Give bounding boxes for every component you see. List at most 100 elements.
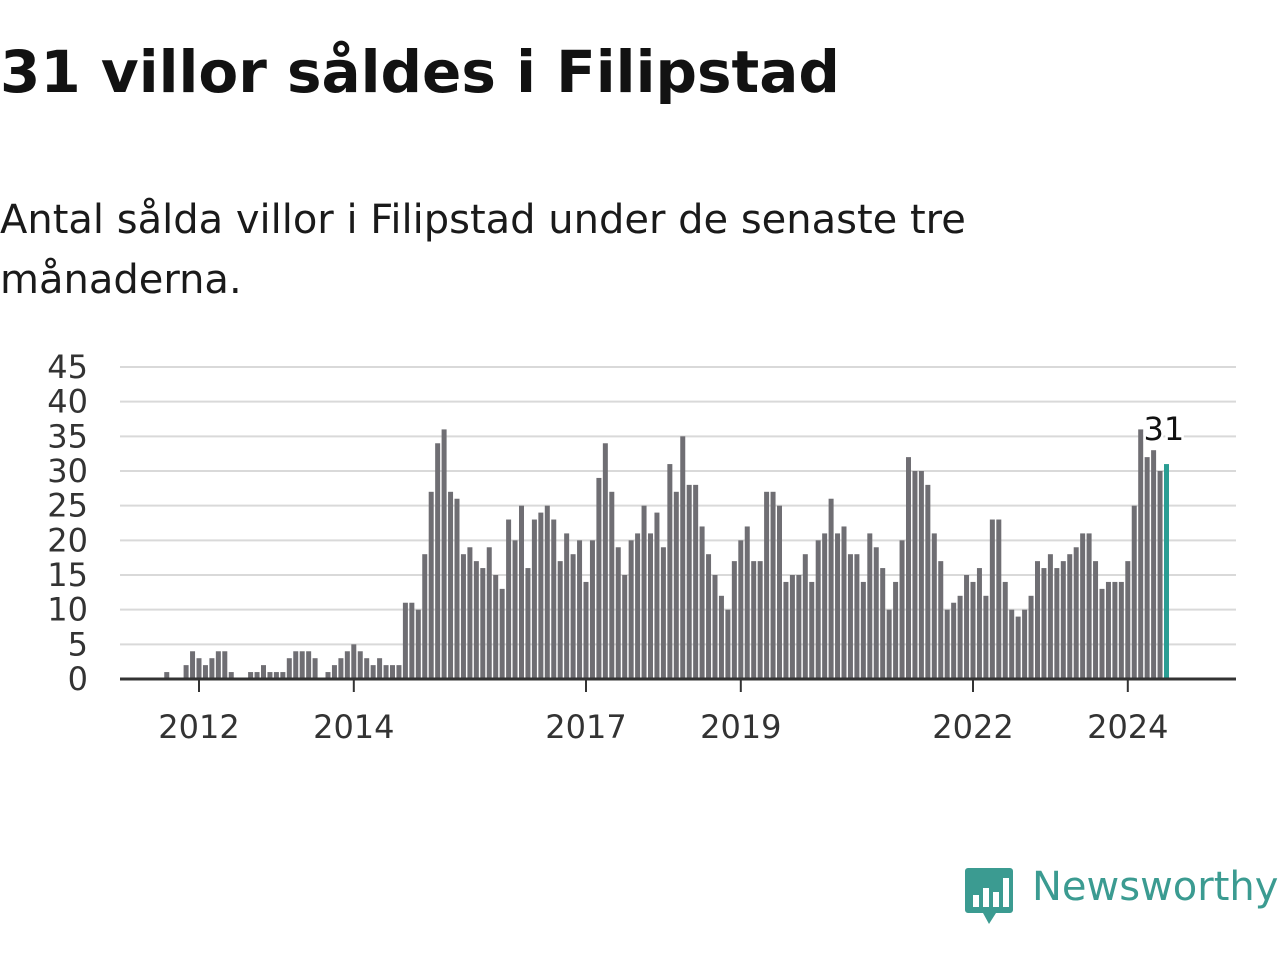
bar	[622, 575, 628, 679]
bar	[686, 484, 692, 679]
bar	[699, 526, 705, 679]
bar	[1060, 561, 1066, 679]
bar	[448, 491, 454, 679]
bar	[589, 540, 595, 679]
bar	[931, 533, 937, 679]
bar	[989, 519, 995, 679]
y-tick-label: 35	[47, 417, 88, 455]
bar	[506, 519, 512, 679]
bar	[938, 561, 944, 679]
bar	[667, 464, 673, 679]
bar	[512, 540, 518, 679]
bar	[751, 561, 757, 679]
x-tick-label: 2019	[700, 708, 781, 746]
chart-title: 31 villor såldes i Filipstad	[0, 38, 840, 106]
bar	[873, 547, 879, 679]
bar	[1002, 581, 1008, 679]
bar	[228, 672, 234, 679]
bar	[777, 505, 782, 679]
latest-value-label: 31	[1144, 410, 1185, 448]
bar	[957, 595, 963, 679]
bar	[383, 665, 389, 679]
bar	[880, 568, 886, 679]
bar	[525, 568, 531, 679]
bar	[467, 547, 473, 679]
bar	[473, 561, 479, 679]
bar	[280, 672, 286, 679]
bar	[331, 665, 337, 679]
bar	[1028, 595, 1034, 679]
bar	[577, 540, 583, 679]
bar	[202, 665, 208, 679]
bar	[964, 575, 970, 679]
bar	[944, 609, 950, 679]
bar	[428, 491, 434, 679]
bar	[596, 477, 602, 679]
bar	[293, 651, 299, 679]
bar	[815, 540, 821, 679]
y-tick-label: 10	[47, 591, 88, 629]
bar	[544, 505, 550, 679]
bar	[1151, 450, 1157, 679]
bar	[357, 651, 363, 679]
bar	[441, 429, 447, 679]
bar	[338, 658, 344, 679]
bar	[996, 519, 1002, 679]
bar	[1138, 429, 1144, 679]
bar	[222, 651, 228, 679]
bar	[828, 498, 834, 679]
highlight-bar	[1164, 464, 1169, 679]
bar	[712, 575, 718, 679]
bar	[738, 540, 744, 679]
bar	[718, 595, 724, 679]
bar	[422, 554, 428, 679]
bar	[499, 588, 505, 679]
bar	[1099, 588, 1105, 679]
bar	[1047, 554, 1053, 679]
bar	[538, 512, 544, 679]
bar	[951, 602, 957, 679]
y-tick-label: 45	[47, 348, 88, 386]
y-tick-label: 0	[68, 660, 88, 698]
bar	[628, 540, 634, 679]
bar	[351, 644, 357, 679]
bar	[396, 665, 402, 679]
bar	[693, 484, 699, 679]
bar	[731, 561, 737, 679]
bar	[1118, 581, 1124, 679]
bar	[164, 672, 170, 679]
bar	[190, 651, 196, 679]
bar	[1009, 609, 1015, 679]
bar	[918, 471, 924, 679]
bar	[583, 581, 589, 679]
bar	[551, 519, 557, 679]
bar	[976, 568, 982, 679]
bar	[248, 672, 254, 679]
x-tick-label: 2017	[545, 708, 626, 746]
bar	[615, 547, 621, 679]
bar	[854, 554, 860, 679]
bar	[370, 665, 376, 679]
bar	[1067, 554, 1073, 679]
bar	[1105, 581, 1111, 679]
bar	[660, 547, 666, 679]
bar	[822, 533, 828, 679]
bar	[867, 533, 873, 679]
bar	[602, 443, 608, 679]
y-tick-label: 25	[47, 487, 88, 525]
bar	[1080, 533, 1086, 679]
bar	[1144, 457, 1150, 679]
bar	[835, 533, 841, 679]
bar	[912, 471, 918, 679]
bar	[390, 665, 395, 679]
y-tick-label: 30	[47, 452, 88, 490]
x-tick-label: 2014	[313, 708, 394, 746]
x-tick-label: 2022	[932, 708, 1013, 746]
bar	[286, 658, 292, 679]
bar	[641, 505, 647, 679]
bar	[789, 575, 795, 679]
x-tick-label: 2012	[158, 708, 239, 746]
bar	[893, 581, 899, 679]
bar	[454, 498, 460, 679]
